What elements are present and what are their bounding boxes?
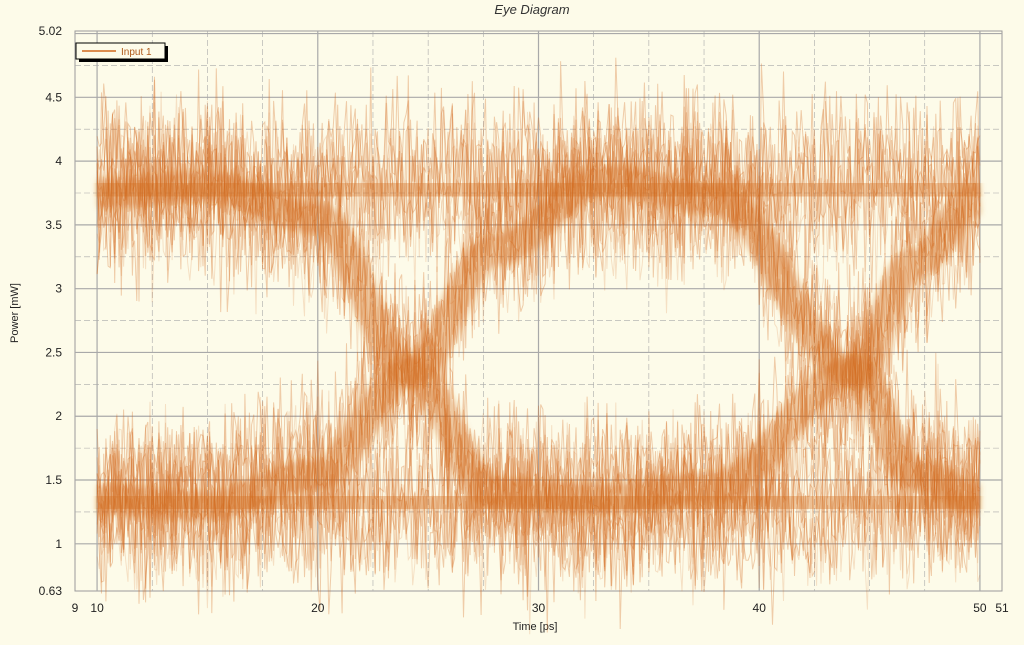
x-tick-label: 20 [311,601,325,615]
eye-trace-core-input-1 [84,484,993,521]
y-tick-label: 3.5 [45,218,62,232]
x-tick-label: 40 [753,601,767,615]
x-tick-label: 9 [72,601,79,615]
eye-trace-series-input-1 [96,413,981,630]
y-tick-label: 2 [55,409,62,423]
tick-layer: 9 10 20 30 40 50 51 0.63 1 1.5 2 2.5 3 3.5 4 4.5 5.02 [39,24,1009,615]
legend-label-input-1: Input 1 [121,47,152,58]
trace-layer [84,57,993,635]
x-tick-label: 50 [973,601,987,615]
y-tick-label: 0.63 [39,584,63,598]
y-tick-label: 5.02 [39,24,63,38]
y-tick-label: 1.5 [45,473,62,487]
eye-trace-series-input-1 [96,120,981,597]
x-tick-label: 51 [995,601,1009,615]
chart-title: Eye Diagram [494,2,569,17]
eye-trace-core-input-1 [84,171,993,208]
y-tick-label: 4.5 [45,90,62,104]
eye-trace-series-input-1 [96,120,981,590]
eye-trace-series-input-1 [96,121,981,586]
x-tick-label: 30 [532,601,546,615]
y-tick-label: 3 [55,282,62,296]
y-tick-label: 2.5 [45,345,62,359]
x-axis-label: Time [ps] [513,621,558,633]
eye-trace-series-input-1 [96,109,981,311]
legend: Input 1 [75,42,168,62]
y-axis-label: Power [mW] [9,283,21,343]
legend-box [75,42,166,60]
x-tick-label: 10 [90,601,104,615]
y-tick-label: 4 [55,154,62,168]
y-tick-label: 1 [55,537,62,551]
eye-trace-series-input-1 [96,68,981,603]
